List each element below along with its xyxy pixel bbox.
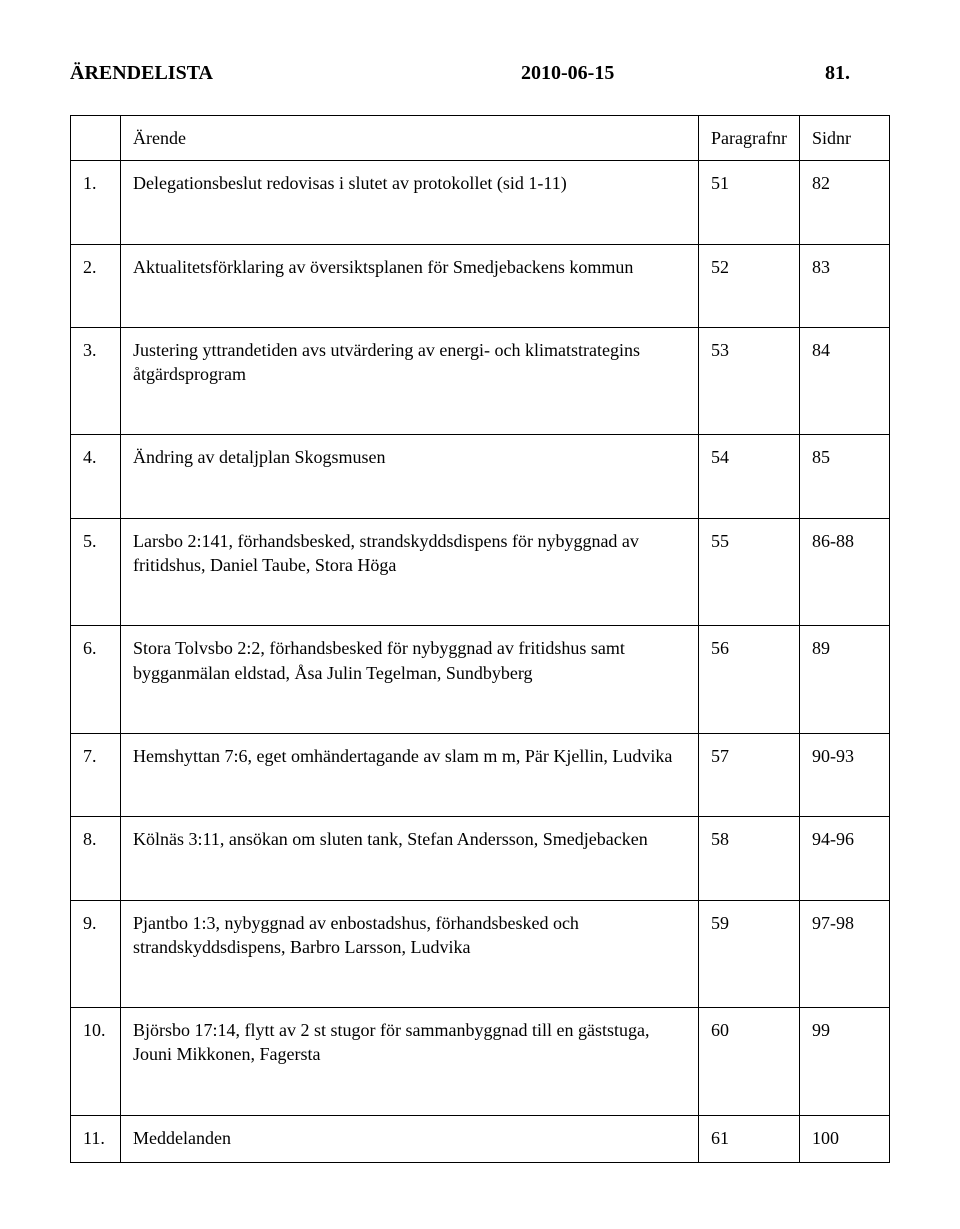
cell-desc: Delegationsbeslut redovisas i slutet av …	[121, 161, 699, 244]
cell-sid: 89	[800, 626, 890, 734]
table-body: 1. Delegationsbeslut redovisas i slutet …	[71, 161, 890, 1163]
cell-num: 3.	[71, 327, 121, 435]
cell-sid: 83	[800, 244, 890, 327]
table-header-row: Ärende Paragrafnr Sidnr	[71, 116, 890, 161]
cell-num: 5.	[71, 518, 121, 626]
cell-sid: 100	[800, 1115, 890, 1162]
table-row: 6. Stora Tolvsbo 2:2, förhandsbesked för…	[71, 626, 890, 734]
cell-desc: Hemshyttan 7:6, eget omhändertagande av …	[121, 733, 699, 816]
cell-sid: 99	[800, 1008, 890, 1116]
cell-desc: Pjantbo 1:3, nybyggnad av enbostadshus, …	[121, 900, 699, 1008]
table-row: 5. Larsbo 2:141, förhandsbesked, strands…	[71, 518, 890, 626]
cell-desc: Björsbo 17:14, flytt av 2 st stugor för …	[121, 1008, 699, 1116]
cell-num: 7.	[71, 733, 121, 816]
table-row: 10. Björsbo 17:14, flytt av 2 st stugor …	[71, 1008, 890, 1116]
table-row: 11. Meddelanden 61 100	[71, 1115, 890, 1162]
cell-sid: 84	[800, 327, 890, 435]
cell-para: 59	[699, 900, 800, 1008]
doc-title: ÄRENDELISTA	[70, 60, 521, 87]
cell-para: 60	[699, 1008, 800, 1116]
cell-sid: 94-96	[800, 817, 890, 900]
cell-num: 6.	[71, 626, 121, 734]
cell-sid: 97-98	[800, 900, 890, 1008]
cell-sid: 82	[800, 161, 890, 244]
table-row: 3. Justering yttrandetiden avs utvärderi…	[71, 327, 890, 435]
table-row: 1. Delegationsbeslut redovisas i slutet …	[71, 161, 890, 244]
doc-date: 2010-06-15	[521, 60, 767, 87]
cell-para: 57	[699, 733, 800, 816]
cell-num: 2.	[71, 244, 121, 327]
cell-para: 53	[699, 327, 800, 435]
cell-num: 4.	[71, 435, 121, 518]
table-row: 4. Ändring av detaljplan Skogsmusen 54 8…	[71, 435, 890, 518]
cell-desc: Larsbo 2:141, förhandsbesked, strandskyd…	[121, 518, 699, 626]
cell-para: 56	[699, 626, 800, 734]
table-row: 9. Pjantbo 1:3, nybyggnad av enbostadshu…	[71, 900, 890, 1008]
table-row: 7. Hemshyttan 7:6, eget omhändertagande …	[71, 733, 890, 816]
cell-para: 61	[699, 1115, 800, 1162]
cell-sid: 85	[800, 435, 890, 518]
table-row: 8. Kölnäs 3:11, ansökan om sluten tank, …	[71, 817, 890, 900]
cell-desc: Ändring av detaljplan Skogsmusen	[121, 435, 699, 518]
cell-sid: 90-93	[800, 733, 890, 816]
cell-num: 10.	[71, 1008, 121, 1116]
cell-num: 1.	[71, 161, 121, 244]
col-header-sid: Sidnr	[800, 116, 890, 161]
cell-num: 8.	[71, 817, 121, 900]
page-header: ÄRENDELISTA 2010-06-15 81.	[70, 60, 890, 87]
cell-desc: Aktualitetsförklaring av översiktsplanen…	[121, 244, 699, 327]
cell-para: 51	[699, 161, 800, 244]
col-header-num	[71, 116, 121, 161]
cell-num: 11.	[71, 1115, 121, 1162]
cell-desc: Stora Tolvsbo 2:2, förhandsbesked för ny…	[121, 626, 699, 734]
cell-para: 58	[699, 817, 800, 900]
cell-para: 54	[699, 435, 800, 518]
cell-desc: Kölnäs 3:11, ansökan om sluten tank, Ste…	[121, 817, 699, 900]
col-header-para: Paragrafnr	[699, 116, 800, 161]
cell-para: 55	[699, 518, 800, 626]
cell-desc: Meddelanden	[121, 1115, 699, 1162]
cell-desc: Justering yttrandetiden avs utvärdering …	[121, 327, 699, 435]
cell-sid: 86-88	[800, 518, 890, 626]
table-row: 2. Aktualitetsförklaring av översiktspla…	[71, 244, 890, 327]
agenda-table: Ärende Paragrafnr Sidnr 1. Delegationsbe…	[70, 115, 890, 1163]
doc-page: 81.	[767, 60, 890, 87]
cell-para: 52	[699, 244, 800, 327]
cell-num: 9.	[71, 900, 121, 1008]
col-header-desc: Ärende	[121, 116, 699, 161]
